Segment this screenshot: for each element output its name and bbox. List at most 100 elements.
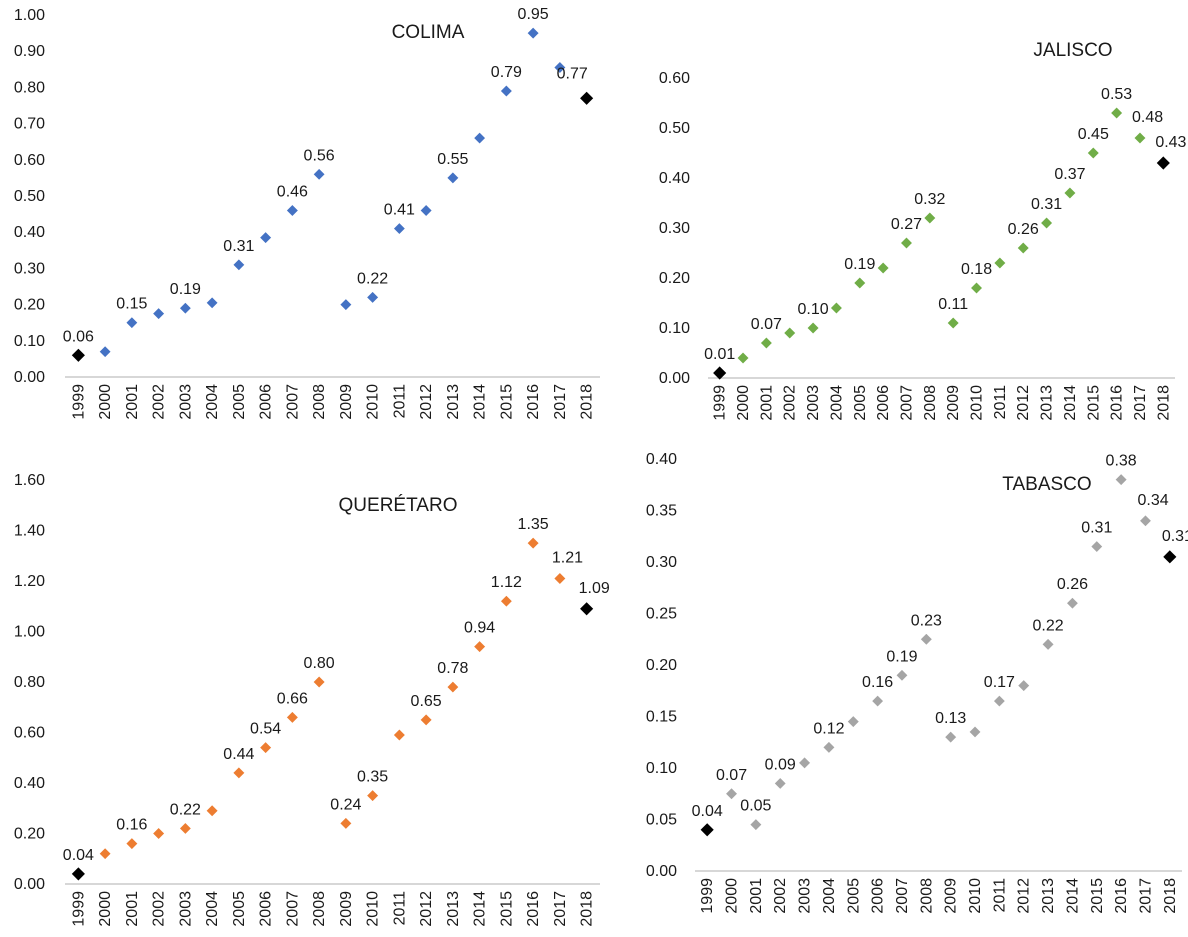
x-tick-label: 2018 [1162,878,1179,914]
x-tick-label: 2001 [124,384,141,420]
data-point-2001 [759,336,773,350]
y-tick-label: 0.00 [646,863,677,880]
x-tick-label: 2011 [391,891,408,926]
data-label: 0.41 [384,202,415,219]
y-tick-label: 0.20 [14,826,45,843]
data-label: 0.77 [557,65,588,82]
x-tick-label: 1999 [699,878,716,914]
y-tick-label: 0.20 [14,297,45,314]
y-tick-label: 0.40 [14,224,45,241]
y-tick-label: 0.90 [14,43,45,60]
x-tick-label: 2015 [1089,878,1106,914]
data-label: 0.10 [798,301,829,318]
chart-title: JALISCO [1033,40,1112,61]
data-label: 0.19 [844,256,875,273]
data-label: 1.21 [552,549,583,566]
data-point-2013 [1041,637,1055,651]
x-tick-label: 2013 [445,384,462,420]
x-tick-label: 2017 [552,891,569,927]
data-point-1999 [713,366,727,380]
data-point-2009 [944,730,958,744]
data-label: 0.65 [411,693,442,710]
x-tick-label: 2014 [1062,385,1079,421]
data-point-2000 [98,345,112,359]
data-label: 0.06 [63,328,94,345]
data-label: 0.24 [330,796,361,813]
x-tick-label: 2005 [845,878,862,914]
data-label: 0.35 [357,769,388,786]
y-tick-label: 0.60 [14,152,45,169]
data-label: 0.56 [304,147,335,164]
x-tick-label: 2006 [258,384,275,420]
x-tick-label: 2003 [177,891,194,927]
data-point-2015 [499,84,513,98]
x-tick-label: 2012 [1015,385,1032,421]
x-tick-label: 2001 [124,891,141,927]
x-tick-label: 2013 [445,891,462,927]
data-point-2001 [749,818,763,832]
x-tick-label: 2016 [525,891,542,927]
data-point-2004 [205,804,219,818]
x-tick-label: 2011 [391,384,408,419]
x-tick-label: 2010 [969,385,986,421]
data-point-2017 [1138,514,1153,528]
chart-title: TABASCO [1002,474,1091,495]
data-point-2018 [580,602,594,616]
x-tick-label: 2012 [418,891,435,927]
y-tick-label: 1.00 [14,7,45,24]
data-label: 0.26 [1008,221,1039,238]
data-label: 0.34 [1137,492,1168,509]
data-point-2016 [1110,106,1124,120]
data-point-2018 [1156,156,1170,170]
y-tick-label: 0.80 [14,79,45,96]
data-label: 1.09 [579,580,610,597]
chart-jalisco: 0.00 0.10 0.20 0.30 0.40 0.50 0.60 1999 2000 2001… [659,40,1187,421]
x-tick-label: 1999 [712,385,729,421]
x-tick-label: 2004 [204,891,221,927]
data-point-2010 [366,290,380,304]
data-label: 0.38 [1106,453,1137,470]
data-point-2002 [773,776,787,791]
data-point-2012 [1016,241,1030,255]
data-label: 0.05 [740,798,771,815]
data-point-2010 [968,725,982,739]
data-point-2012 [1017,679,1031,693]
data-point-2016 [526,536,540,550]
y-tick-label: 0.40 [646,451,677,468]
y-tick-label: 0.50 [659,120,690,137]
data-label: 0.32 [914,191,945,208]
data-point-2013 [446,171,460,185]
x-tick-label: 2009 [943,878,960,914]
x-tick-label: 2001 [748,878,765,914]
data-point-2013 [446,680,460,694]
x-tick-label: 2005 [231,891,248,927]
data-label: 0.95 [518,6,549,23]
data-point-2004 [822,740,836,754]
x-tick-label: 2011 [992,385,1009,420]
data-point-2007 [285,203,299,218]
x-tick-label: 2000 [735,385,752,421]
data-label: 0.46 [277,183,308,200]
data-label: 0.12 [813,720,844,737]
y-tick-label: 0.60 [659,70,690,87]
data-label: 0.78 [437,660,468,677]
y-tick-label: 0.30 [646,554,677,571]
x-tick-label: 2016 [525,384,542,420]
x-tick-label: 2018 [579,891,596,927]
data-point-1999 [71,348,85,362]
data-label: 1.12 [491,574,522,591]
x-tick-label: 2004 [204,384,221,420]
x-tick-label: 2008 [918,878,935,914]
x-tick-label: 2002 [151,891,168,927]
data-point-2007 [285,710,299,724]
x-tick-label: 2017 [552,384,569,420]
x-tick-label: 2015 [498,891,515,927]
chart-tabasco: 0.00 0.05 0.10 0.15 0.20 0.25 0.30 0.35 0.40 1999… [646,451,1188,914]
data-label: 0.66 [277,690,308,707]
data-point-2011 [392,728,406,742]
x-tick-label: 2016 [1113,878,1130,914]
y-tick-label: 1.60 [14,472,45,489]
data-label: 1.35 [518,516,549,533]
y-tick-label: 0.35 [646,503,677,520]
data-point-2011 [392,222,406,236]
